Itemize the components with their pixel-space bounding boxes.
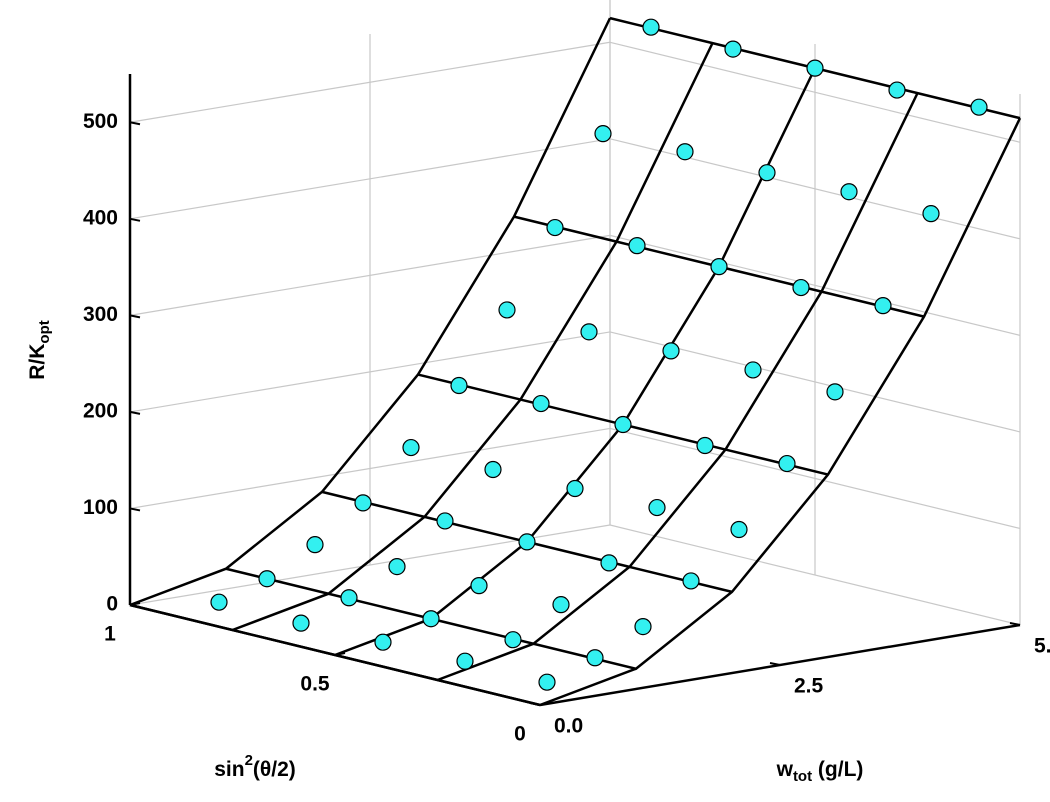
data-point bbox=[628, 237, 646, 255]
data-point bbox=[888, 81, 906, 99]
z-tick bbox=[129, 410, 141, 415]
data-point bbox=[306, 536, 324, 554]
data-point bbox=[970, 98, 988, 116]
data-point bbox=[826, 383, 844, 401]
data-point bbox=[594, 125, 612, 143]
data-point bbox=[340, 589, 358, 607]
data-point bbox=[354, 494, 372, 512]
z-label-sub: opt bbox=[36, 320, 53, 343]
data-point bbox=[634, 617, 652, 636]
x-label-text: sin bbox=[214, 758, 244, 781]
data-point bbox=[730, 520, 748, 539]
z-tick bbox=[129, 121, 141, 126]
z-label-text: R/K bbox=[26, 344, 49, 380]
data-point bbox=[518, 533, 536, 551]
x-label-sup: 2 bbox=[245, 752, 253, 769]
x-tick-label: 1 bbox=[104, 623, 116, 646]
y-tick-label: 2.5 bbox=[794, 675, 824, 698]
data-point bbox=[662, 342, 680, 360]
data-point bbox=[258, 570, 276, 588]
z-tick-label: 0 bbox=[106, 593, 118, 616]
data-point bbox=[292, 614, 310, 632]
data-point bbox=[642, 18, 660, 36]
data-point bbox=[422, 610, 440, 628]
z-tick bbox=[129, 217, 141, 222]
data-point bbox=[648, 498, 666, 517]
x-tick-label: 0.5 bbox=[300, 673, 330, 696]
data-point bbox=[724, 40, 742, 58]
surface-line bbox=[232, 42, 714, 632]
data-point bbox=[840, 183, 858, 201]
data-point bbox=[744, 361, 762, 379]
data-point bbox=[484, 460, 502, 479]
data-point bbox=[470, 577, 488, 595]
data-point bbox=[552, 596, 570, 614]
x-label-rest: (θ/2) bbox=[253, 758, 296, 781]
y-tick bbox=[1009, 622, 1021, 626]
data-point bbox=[614, 415, 632, 434]
y-tick bbox=[769, 662, 781, 666]
y-label-text: w bbox=[776, 758, 794, 781]
data-point bbox=[696, 436, 714, 455]
z-tick-label: 500 bbox=[83, 110, 118, 133]
z-tick-label: 300 bbox=[83, 303, 118, 326]
surface-line bbox=[539, 117, 1022, 707]
surface-line bbox=[334, 67, 817, 657]
data-point bbox=[456, 652, 474, 670]
y-label-rest: (g/L) bbox=[812, 758, 863, 781]
data-point bbox=[792, 278, 810, 297]
data-point bbox=[546, 218, 564, 237]
data-point bbox=[600, 554, 618, 572]
z-tick-label: 200 bbox=[83, 399, 118, 422]
data-point bbox=[402, 438, 420, 457]
x-tick-label: 0 bbox=[514, 723, 526, 746]
data-point bbox=[874, 297, 892, 315]
surface-line bbox=[129, 17, 612, 607]
z-axis-label: R/Kopt bbox=[26, 320, 53, 380]
z-tick bbox=[129, 314, 141, 319]
surface-line bbox=[437, 92, 919, 682]
z-tick bbox=[129, 507, 141, 512]
data-point bbox=[450, 376, 468, 395]
data-point bbox=[538, 673, 556, 691]
data-point bbox=[580, 323, 598, 341]
data-point bbox=[806, 59, 824, 77]
y-tick-label: 5.0 bbox=[1034, 635, 1050, 658]
data-point bbox=[388, 557, 406, 576]
data-point bbox=[504, 631, 522, 649]
data-point bbox=[210, 593, 228, 611]
data-point bbox=[922, 205, 940, 223]
data-point bbox=[436, 512, 454, 530]
z-tick-label: 400 bbox=[83, 206, 118, 229]
y-tick-label: 0.0 bbox=[554, 715, 583, 738]
y-label-sub: tot bbox=[793, 768, 812, 785]
surface-line bbox=[129, 603, 541, 707]
data-point bbox=[586, 649, 604, 667]
data-point bbox=[566, 479, 584, 498]
data-point bbox=[682, 572, 700, 590]
x-axis-label: sin2(θ/2) bbox=[214, 752, 296, 781]
y-axis-label: wtot (g/L) bbox=[776, 758, 864, 785]
data-point bbox=[778, 454, 796, 473]
data-point bbox=[374, 633, 392, 651]
data-point bbox=[758, 164, 776, 182]
z-tick-label: 100 bbox=[83, 496, 118, 519]
data-point bbox=[532, 394, 550, 413]
data-point bbox=[498, 301, 516, 319]
data-point bbox=[676, 143, 694, 161]
data-point bbox=[710, 258, 728, 276]
